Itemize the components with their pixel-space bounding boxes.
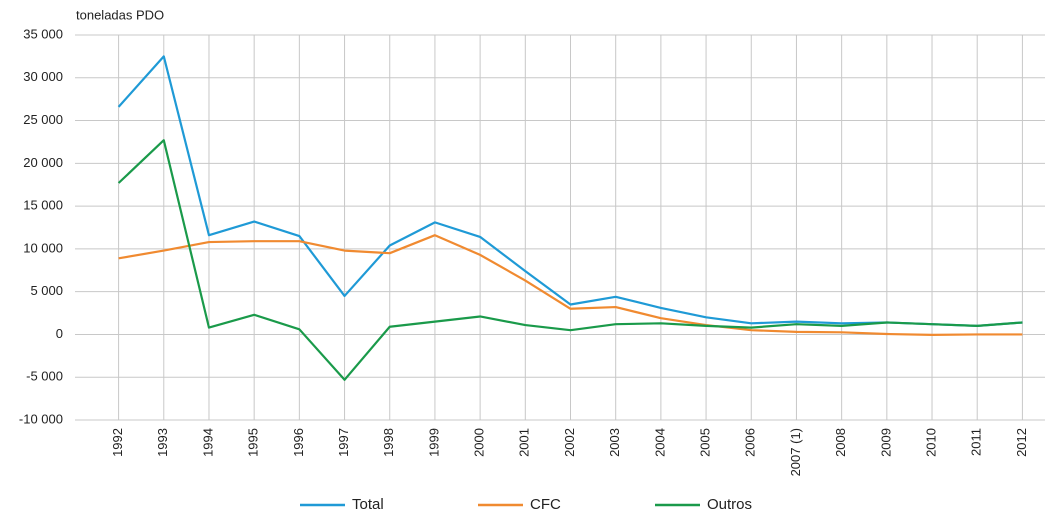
x-tick-label: 1999 (426, 428, 441, 457)
x-tick-label: 1993 (155, 428, 170, 457)
y-tick-label: 5 000 (30, 283, 63, 298)
y-tick-label: 35 000 (23, 26, 63, 41)
x-tick-label: 1992 (110, 428, 125, 457)
x-tick-label: 2006 (743, 428, 758, 457)
y-tick-label: 10 000 (23, 240, 63, 255)
y-tick-label: 30 000 (23, 69, 63, 84)
x-tick-label: 2011 (969, 428, 984, 456)
y-axis-label: toneladas PDO (76, 7, 164, 22)
series-line (118, 234, 1023, 336)
y-tick-label: 25 000 (23, 112, 63, 127)
x-tick-label: 2009 (878, 428, 893, 457)
legend-label: Outros (707, 496, 752, 513)
x-tick-label: 2010 (923, 428, 938, 457)
y-tick-label: 0 (56, 326, 63, 341)
y-tick-label: 20 000 (23, 155, 63, 170)
x-tick-label: 1996 (291, 428, 306, 457)
x-tick-label: 2004 (652, 428, 667, 457)
x-tick-label: 2012 (1014, 428, 1029, 457)
x-tick-label: 2001 (517, 428, 532, 457)
x-tick-label: 1994 (200, 428, 215, 457)
legend-label: Total (352, 496, 384, 513)
x-tick-label: 2005 (698, 428, 713, 457)
x-tick-label: 2007 (1) (788, 428, 803, 476)
y-tick-label: -5 000 (26, 369, 63, 384)
x-tick-label: 1995 (246, 428, 261, 457)
y-tick-label: 15 000 (23, 198, 63, 213)
y-tick-label: -10 000 (19, 411, 63, 426)
series-line (117, 139, 1023, 381)
x-tick-label: 2002 (562, 428, 577, 457)
legend-label: CFC (530, 496, 561, 513)
x-tick-label: 1997 (336, 428, 351, 457)
x-tick-label: 2003 (607, 428, 622, 457)
x-tick-label: 1998 (381, 428, 396, 457)
x-tick-label: 2008 (833, 428, 848, 457)
x-tick-label: 2000 (472, 428, 487, 457)
